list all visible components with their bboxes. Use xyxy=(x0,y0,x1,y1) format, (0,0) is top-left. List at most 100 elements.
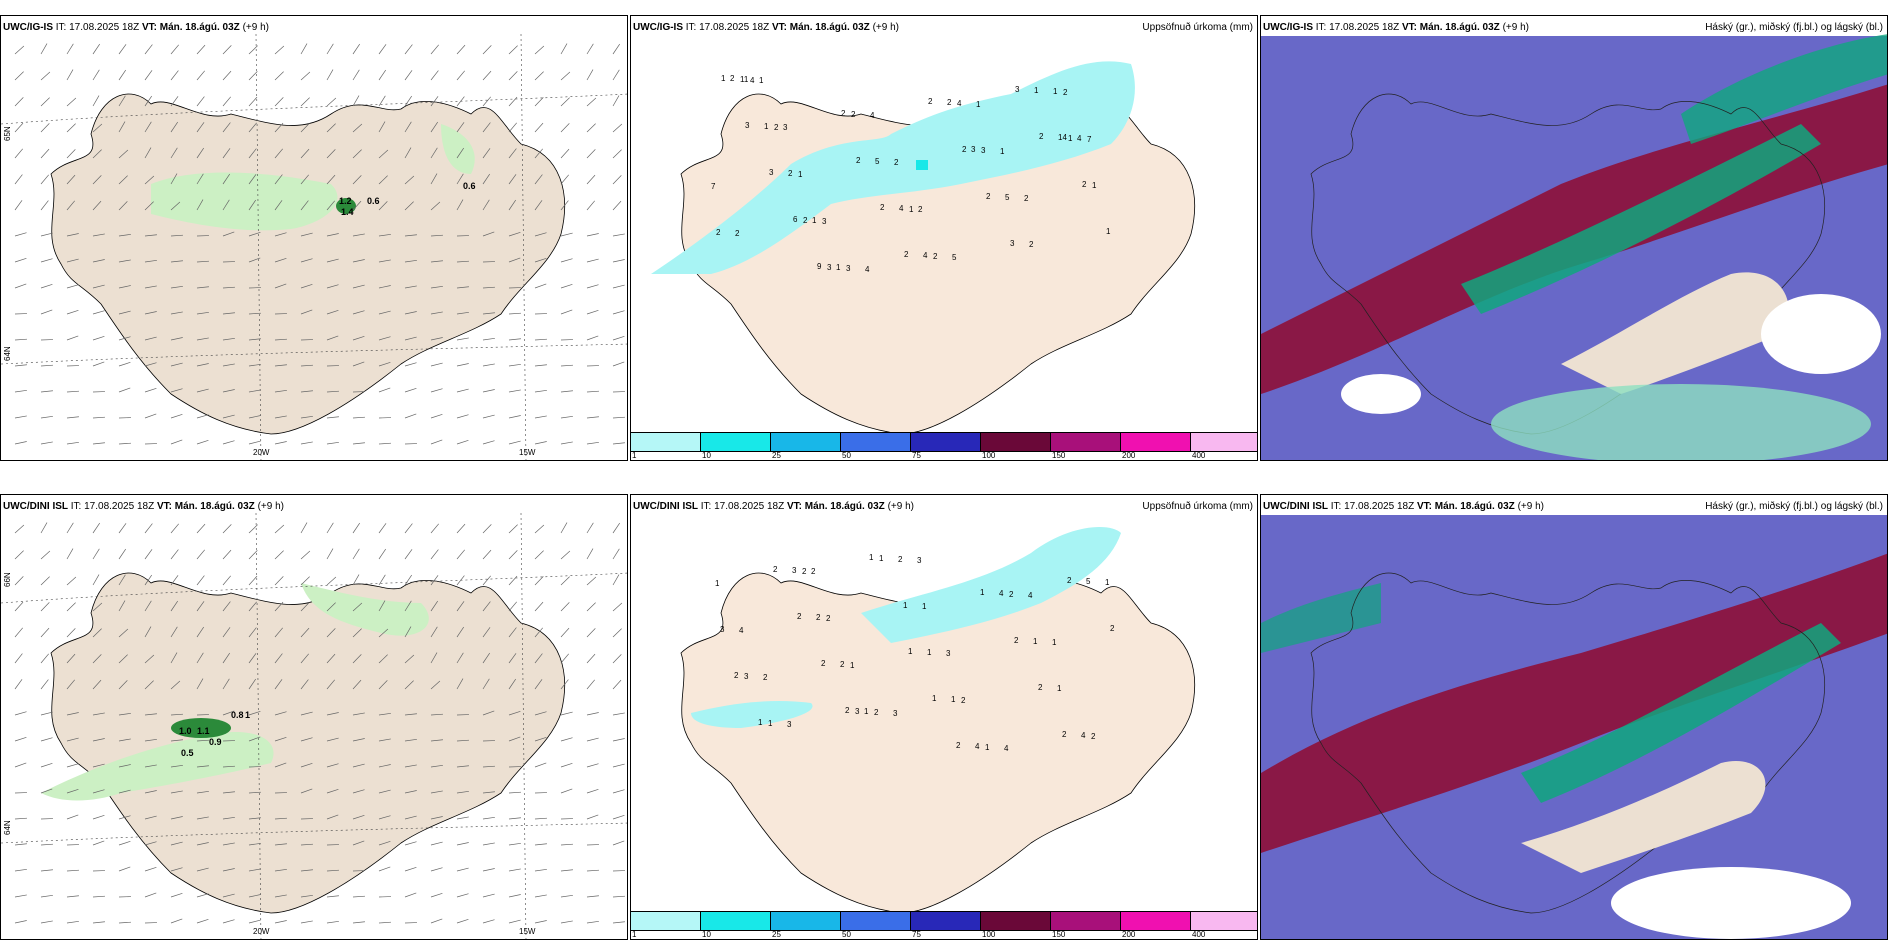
precip-core xyxy=(171,718,231,738)
wind-barb xyxy=(274,148,283,159)
wind-barb xyxy=(560,762,573,768)
wind-barb xyxy=(40,174,49,185)
wind-barb xyxy=(586,43,594,55)
iceland-land xyxy=(50,93,565,435)
wind-barb xyxy=(586,869,599,872)
precip-value: 1 xyxy=(812,216,817,225)
wind-barb xyxy=(170,816,183,820)
precip-value: 1 xyxy=(980,588,985,597)
precip-value: 3 xyxy=(981,146,986,155)
wind-barb xyxy=(586,258,599,263)
precip-value: 2 xyxy=(841,109,846,118)
wind-barb xyxy=(14,364,27,367)
precip-value: 2 xyxy=(840,660,845,669)
wind-barb xyxy=(612,738,625,742)
wind-barb xyxy=(430,600,439,612)
precip-value: 3 xyxy=(917,556,922,565)
wind-barb xyxy=(92,548,100,560)
wind-barb xyxy=(404,892,417,898)
wind-barb xyxy=(378,840,391,846)
wind-barb xyxy=(404,387,417,393)
wind-barb xyxy=(40,232,53,237)
wind-barb xyxy=(274,441,287,445)
wind-barb xyxy=(66,43,74,55)
wind-barb xyxy=(456,311,469,315)
wind-barb xyxy=(326,602,336,612)
wind-barb xyxy=(586,174,596,185)
wind-barb xyxy=(508,174,517,185)
wind-barb xyxy=(534,232,547,237)
colorbar-tick: 1 xyxy=(632,451,637,460)
wind-barb xyxy=(274,174,283,185)
precip-value: 3 xyxy=(827,263,832,272)
wind-barb xyxy=(586,763,599,768)
colorbar-swatch xyxy=(1051,912,1121,930)
wind-barb xyxy=(40,762,53,768)
wind-barb xyxy=(40,894,53,898)
precip-value: 1 xyxy=(1034,86,1039,95)
accum-panel-top: UWC/IG-IS IT: 17.08.2025 18Z VT: Mán. 18… xyxy=(630,15,1258,461)
wind-barb xyxy=(560,441,573,445)
wind-barb xyxy=(560,653,569,664)
precip-value: 1 xyxy=(1057,684,1062,693)
wind-barb xyxy=(92,259,105,263)
precip-value: 2 xyxy=(821,659,826,668)
wind-barb xyxy=(66,97,77,107)
colorbar-tick: 100 xyxy=(982,930,996,939)
wind-barb xyxy=(326,200,335,211)
precip-value: 2 xyxy=(1062,730,1067,739)
wind-barb xyxy=(586,679,595,690)
wind-barb xyxy=(92,310,105,315)
wind-barb xyxy=(170,44,179,55)
wind-barb xyxy=(404,234,417,237)
wind-barb xyxy=(508,199,517,211)
precip-value: 1 xyxy=(908,647,913,656)
wind-barb xyxy=(170,362,183,367)
wind-barb xyxy=(144,413,157,419)
high-cloud xyxy=(1261,553,1887,853)
wind-barb xyxy=(560,123,570,133)
wind-barb xyxy=(300,43,308,55)
precip-value: 2 xyxy=(774,123,779,132)
wind-barb xyxy=(560,364,573,367)
wind-barb xyxy=(612,679,622,690)
wind-barb xyxy=(612,43,621,55)
wind-barb xyxy=(66,712,79,716)
wind-barb xyxy=(248,550,258,560)
wind-barb xyxy=(118,285,131,289)
wind-barb xyxy=(14,736,27,742)
wind-barb xyxy=(274,843,287,846)
accum-panel-bottom: UWC/DINI ISL IT: 17.08.2025 18Z VT: Mán.… xyxy=(630,494,1258,940)
precip-value: 5 xyxy=(1086,577,1091,586)
wind-barb xyxy=(378,69,387,81)
wind-panel-top: UWC/IG-IS IT: 17.08.2025 18Z VT: Mán. 18… xyxy=(0,15,628,461)
wind-barb xyxy=(66,602,76,612)
wind-barb xyxy=(118,600,126,612)
wind-barb xyxy=(586,69,594,81)
wind-barb xyxy=(144,523,153,534)
wind-barb xyxy=(586,628,596,638)
precip-value: 3 xyxy=(893,709,898,718)
precip-value: 2 xyxy=(1063,88,1068,97)
precip-value: 1 xyxy=(927,648,932,657)
wind-barb xyxy=(404,44,413,55)
wind-barb xyxy=(92,200,102,211)
wind-barb xyxy=(378,259,391,263)
wind-barb xyxy=(430,439,443,445)
wind-barb xyxy=(274,200,283,211)
wind-barb xyxy=(222,791,235,794)
precip-value: 2 xyxy=(797,612,802,621)
wind-barb xyxy=(248,312,261,315)
wind-barb xyxy=(118,310,131,315)
lon-label: 15W xyxy=(519,448,536,457)
wind-barb xyxy=(326,416,339,419)
colorbar-tick: 75 xyxy=(912,451,921,460)
wind-barb xyxy=(326,149,336,159)
wind-barb xyxy=(378,361,391,367)
wind-barb xyxy=(40,364,53,367)
colorbar-tick: 200 xyxy=(1122,930,1136,939)
precip-value: 2 xyxy=(826,614,831,623)
precip-value: 4 xyxy=(865,265,870,274)
wind-barb xyxy=(66,522,74,534)
wind-barb xyxy=(482,816,495,820)
